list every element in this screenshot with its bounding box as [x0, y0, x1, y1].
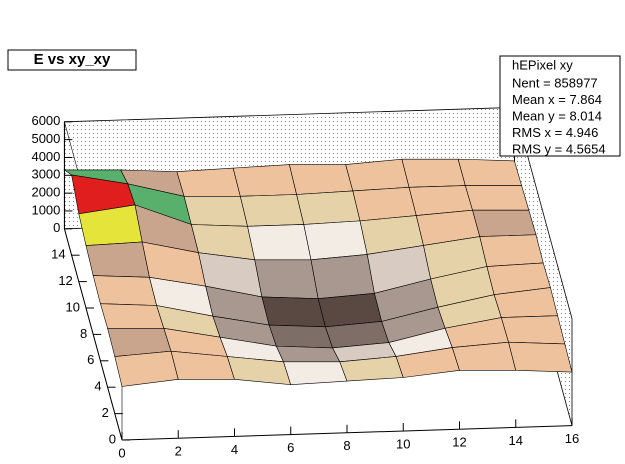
stats-line: Nent = 858977	[512, 75, 598, 90]
surface-cell	[275, 345, 341, 363]
surface-cell	[508, 341, 573, 373]
surface-cell	[352, 187, 417, 222]
surface-cell	[183, 195, 248, 227]
surface-cell	[239, 194, 305, 227]
stats-line: RMS x = 4.946	[512, 125, 598, 140]
stats-line: Mean y = 8.014	[512, 108, 602, 123]
surface-cell	[268, 324, 334, 349]
surface-cell	[317, 292, 383, 328]
y-tick-label: 10	[66, 299, 80, 314]
stats-name: hEPixel xy	[512, 57, 573, 72]
surface-cell	[451, 341, 517, 371]
z-tick-label: 4000	[31, 149, 60, 164]
surface-cell	[283, 361, 348, 385]
surface-cell	[232, 164, 297, 197]
y-tick-label: 4	[94, 379, 101, 394]
y-tick-label: 14	[51, 247, 65, 262]
surface-cell	[114, 350, 179, 387]
surface-cell	[85, 241, 150, 278]
surface-cell	[176, 167, 241, 197]
surface-cell	[303, 220, 368, 261]
surface-cell	[472, 209, 537, 237]
x-tick-label: 14	[509, 433, 523, 448]
stats: hEPixel xy Nent = 858977 Mean x = 7.864Mea…	[512, 57, 606, 156]
surface-cell	[296, 190, 361, 225]
z-tick-label: 5000	[31, 131, 60, 146]
surface-cell	[247, 224, 312, 261]
stats-box	[499, 55, 621, 157]
chart-title: E vs xy_xy	[34, 51, 111, 68]
y-tick-label: 0	[109, 431, 116, 446]
surface-cell	[479, 234, 544, 267]
surface-cell	[289, 164, 354, 195]
axes: 0 2 4 6 8 10 12 14 16024681012140100020003000400…	[31, 113, 579, 460]
surface-cell	[99, 303, 165, 329]
surface	[63, 158, 573, 387]
z-tick-label: 6000	[31, 113, 60, 128]
surface-cell	[310, 254, 375, 299]
x-tick-label: 10	[396, 436, 410, 451]
stats-line: RMS y = 4.5654	[512, 141, 606, 156]
surface-cell	[464, 185, 530, 211]
x-tick-label: 8	[343, 438, 350, 453]
surface-cell	[457, 158, 523, 186]
z-tick-label: 2000	[31, 185, 60, 200]
x-tick-label: 0	[118, 445, 125, 460]
x-tick-label: 6	[287, 440, 294, 455]
surface-cell	[261, 296, 326, 328]
x-tick-label: 16	[565, 431, 579, 446]
x-tick-label: 2	[175, 444, 182, 459]
y-tick-label: 6	[87, 352, 94, 367]
y-tick-label: 8	[80, 326, 87, 341]
z-tick-label: 0	[53, 220, 60, 235]
y-tick-label: 2	[102, 405, 109, 420]
z-tick-label: 1000	[31, 202, 60, 217]
x-tick-label: 4	[231, 442, 238, 457]
surface-cell	[254, 259, 319, 299]
surface-cell	[500, 315, 566, 345]
x-tick-label: 12	[452, 435, 466, 450]
title-box	[7, 49, 137, 71]
y-tick-label: 12	[58, 273, 72, 288]
surface-cell	[401, 158, 466, 188]
surface-cell	[345, 158, 410, 192]
surface-cell	[92, 275, 158, 306]
z-tick-label: 3000	[31, 167, 60, 182]
stats-line: Mean x = 7.864	[512, 92, 602, 107]
